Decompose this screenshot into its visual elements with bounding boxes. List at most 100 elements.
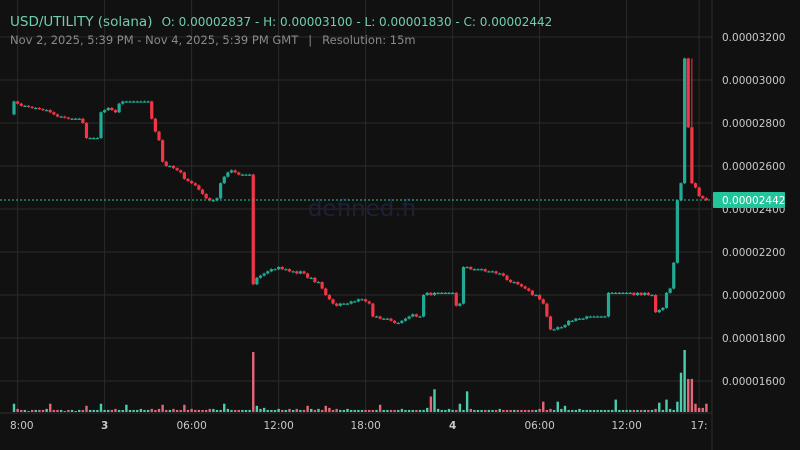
last-price-badge — [713, 191, 785, 208]
volume-bar — [465, 391, 469, 412]
candle-body — [414, 314, 418, 317]
candles — [12, 57, 708, 331]
candle-body — [657, 310, 661, 313]
volume-bar — [324, 405, 327, 412]
candle-body — [403, 318, 408, 321]
candle-body — [45, 110, 49, 112]
candle-body — [197, 185, 201, 190]
volume-bar — [110, 409, 114, 412]
candle-body — [494, 271, 498, 274]
candle-body — [407, 316, 411, 319]
candle-body — [389, 318, 393, 321]
volume-bar — [654, 408, 657, 412]
candle-body — [621, 292, 625, 295]
candle-body — [472, 269, 476, 271]
volume-bar — [574, 409, 578, 412]
candle-body — [52, 112, 56, 115]
candle-body — [277, 267, 281, 270]
time-tick-label: 06:00 — [524, 420, 554, 432]
volume-bar — [190, 408, 193, 412]
candle-body — [142, 101, 147, 103]
candle-body — [266, 271, 270, 274]
volume-bar — [596, 409, 599, 412]
volume-bar — [469, 408, 472, 412]
candle-body — [153, 118, 157, 132]
candle-body — [215, 198, 219, 201]
grid — [0, 0, 712, 414]
candle-body — [664, 292, 669, 308]
candle-body — [501, 273, 505, 276]
volume-bar — [447, 408, 451, 412]
chart-subtitle: Nov 2, 2025, 5:39 PM - Nov 4, 2025, 5:39… — [10, 33, 416, 47]
candle-body — [523, 286, 527, 289]
candle-body — [92, 138, 96, 140]
last-price-marker: 0.00002442 — [0, 191, 785, 208]
candle-body — [422, 295, 426, 317]
volume-bar — [400, 408, 404, 412]
volume-bar — [34, 409, 37, 412]
candle-body — [461, 267, 466, 304]
volume-bar — [658, 402, 661, 412]
candle-body — [418, 316, 422, 318]
volume-bar — [676, 401, 679, 412]
volume-bar — [411, 409, 414, 412]
volume-bar — [494, 409, 498, 412]
candle-body — [106, 107, 110, 111]
candle-body — [208, 198, 212, 201]
time-tick-label: 12:00 — [263, 420, 293, 432]
volume-bar — [672, 409, 675, 412]
candle-body — [291, 271, 295, 273]
volume-bar — [197, 409, 201, 412]
volume-bar — [578, 408, 581, 412]
volume-bar — [625, 409, 628, 412]
candle-body — [400, 320, 404, 323]
volume-bar — [114, 408, 117, 412]
candle-body — [443, 292, 447, 295]
candle-body — [34, 107, 38, 110]
volume-bar — [585, 409, 588, 412]
price-tick-label: 0.00002800 — [722, 118, 785, 130]
volume-bar — [255, 405, 259, 412]
price-tick-label: 0.00003000 — [722, 75, 785, 87]
candle-body — [599, 316, 603, 318]
volume-bar — [128, 409, 132, 412]
volume-bar — [349, 409, 353, 412]
volume-bar — [600, 409, 603, 412]
candle-body — [124, 101, 128, 103]
candle-body — [693, 183, 698, 188]
time-tick-label: 8:00 — [10, 420, 34, 432]
candle-body — [164, 161, 168, 166]
volume-bar — [346, 408, 349, 412]
candle-body — [255, 277, 259, 285]
volume-bar — [429, 396, 433, 412]
volume-bar — [81, 409, 85, 412]
volume-bar — [650, 409, 654, 412]
volume-bar — [353, 409, 356, 412]
candle-body — [378, 316, 382, 319]
volume-bar — [310, 408, 313, 412]
volume-bar — [248, 409, 251, 412]
volume-bar — [291, 409, 295, 412]
volume-bar — [16, 408, 19, 412]
volume-bar — [687, 378, 690, 412]
candle-body — [182, 172, 186, 179]
candle-body — [273, 269, 277, 271]
volume-bar — [266, 409, 269, 412]
candle-body — [258, 275, 263, 278]
volume-bar — [368, 409, 371, 412]
volume-bar — [426, 407, 429, 412]
volume-bar — [335, 408, 338, 412]
volume-bar — [67, 409, 70, 412]
volume-bar — [629, 409, 632, 412]
volume-bars — [12, 350, 708, 412]
chart-header: USD/UTILITY (solana) O: 0.00002837 - H: … — [10, 11, 552, 30]
candle-body — [306, 273, 310, 278]
candle-body — [661, 307, 665, 311]
volume-bar — [215, 409, 219, 412]
candle-body — [219, 183, 223, 199]
candle-body — [581, 318, 585, 320]
candle-body — [509, 279, 513, 283]
date-range: Nov 2, 2025, 5:39 PM - Nov 4, 2025, 5:39… — [10, 33, 299, 47]
candle-body — [360, 299, 364, 301]
